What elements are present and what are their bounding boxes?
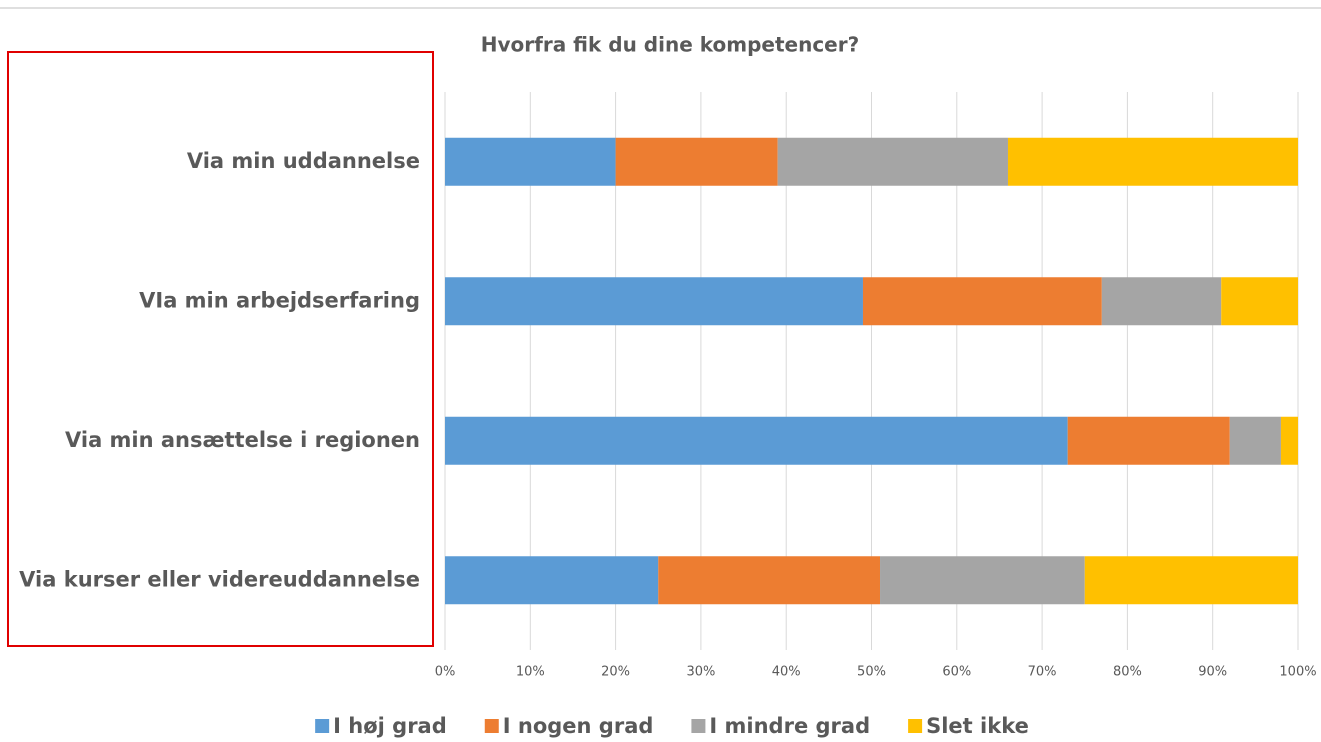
legend-label: I mindre grad <box>709 714 870 738</box>
bar-segment <box>1229 416 1281 465</box>
legend-label: Slet ikke <box>926 714 1029 738</box>
x-tick-label: 40% <box>772 665 801 680</box>
x-tick-label: 70% <box>1028 665 1057 680</box>
x-tick-label: 100% <box>1279 665 1316 680</box>
y-tick-label: Via kurser eller videreuddannelse <box>19 567 420 591</box>
bar-segment <box>1221 277 1298 326</box>
bar-segment <box>862 277 1102 326</box>
bar-segment <box>445 277 863 326</box>
y-tick-label: VIa min arbejdserfaring <box>139 288 420 312</box>
x-tick-label: 0% <box>435 665 456 680</box>
bar-segment <box>445 556 659 605</box>
legend-swatch <box>315 719 330 733</box>
highlight-box <box>7 51 434 647</box>
x-tick-label: 10% <box>516 665 545 680</box>
y-tick-label: Via min uddannelse <box>187 149 420 173</box>
bar-segment <box>1007 137 1298 186</box>
x-tick-label: 20% <box>601 665 630 680</box>
bar-segment <box>1067 416 1230 465</box>
y-tick-label: Via min ansættelse i regionen <box>65 428 420 452</box>
x-tick-label: 80% <box>1113 665 1142 680</box>
x-tick-label: 50% <box>857 665 886 680</box>
bar-segment <box>658 556 881 605</box>
bar-segment <box>880 556 1085 605</box>
bar-segment <box>777 137 1008 186</box>
x-tick-label: 60% <box>942 665 971 680</box>
legend-swatch <box>908 719 923 733</box>
bar-segment <box>445 137 616 186</box>
legend-swatch <box>691 719 706 733</box>
legend-swatch <box>484 719 499 733</box>
legend-label: I nogen grad <box>503 714 654 738</box>
bar-segment <box>615 137 778 186</box>
bar-segment <box>1101 277 1222 326</box>
x-tick-label: 90% <box>1198 665 1227 680</box>
x-tick-label: 30% <box>686 665 715 680</box>
bar-segment <box>1280 416 1298 465</box>
bar-segment <box>445 416 1068 465</box>
bar-segment <box>1084 556 1298 605</box>
chart-title: Hvorfra fik du dine kompetencer? <box>481 33 859 57</box>
legend-label: I høj grad <box>333 714 447 738</box>
